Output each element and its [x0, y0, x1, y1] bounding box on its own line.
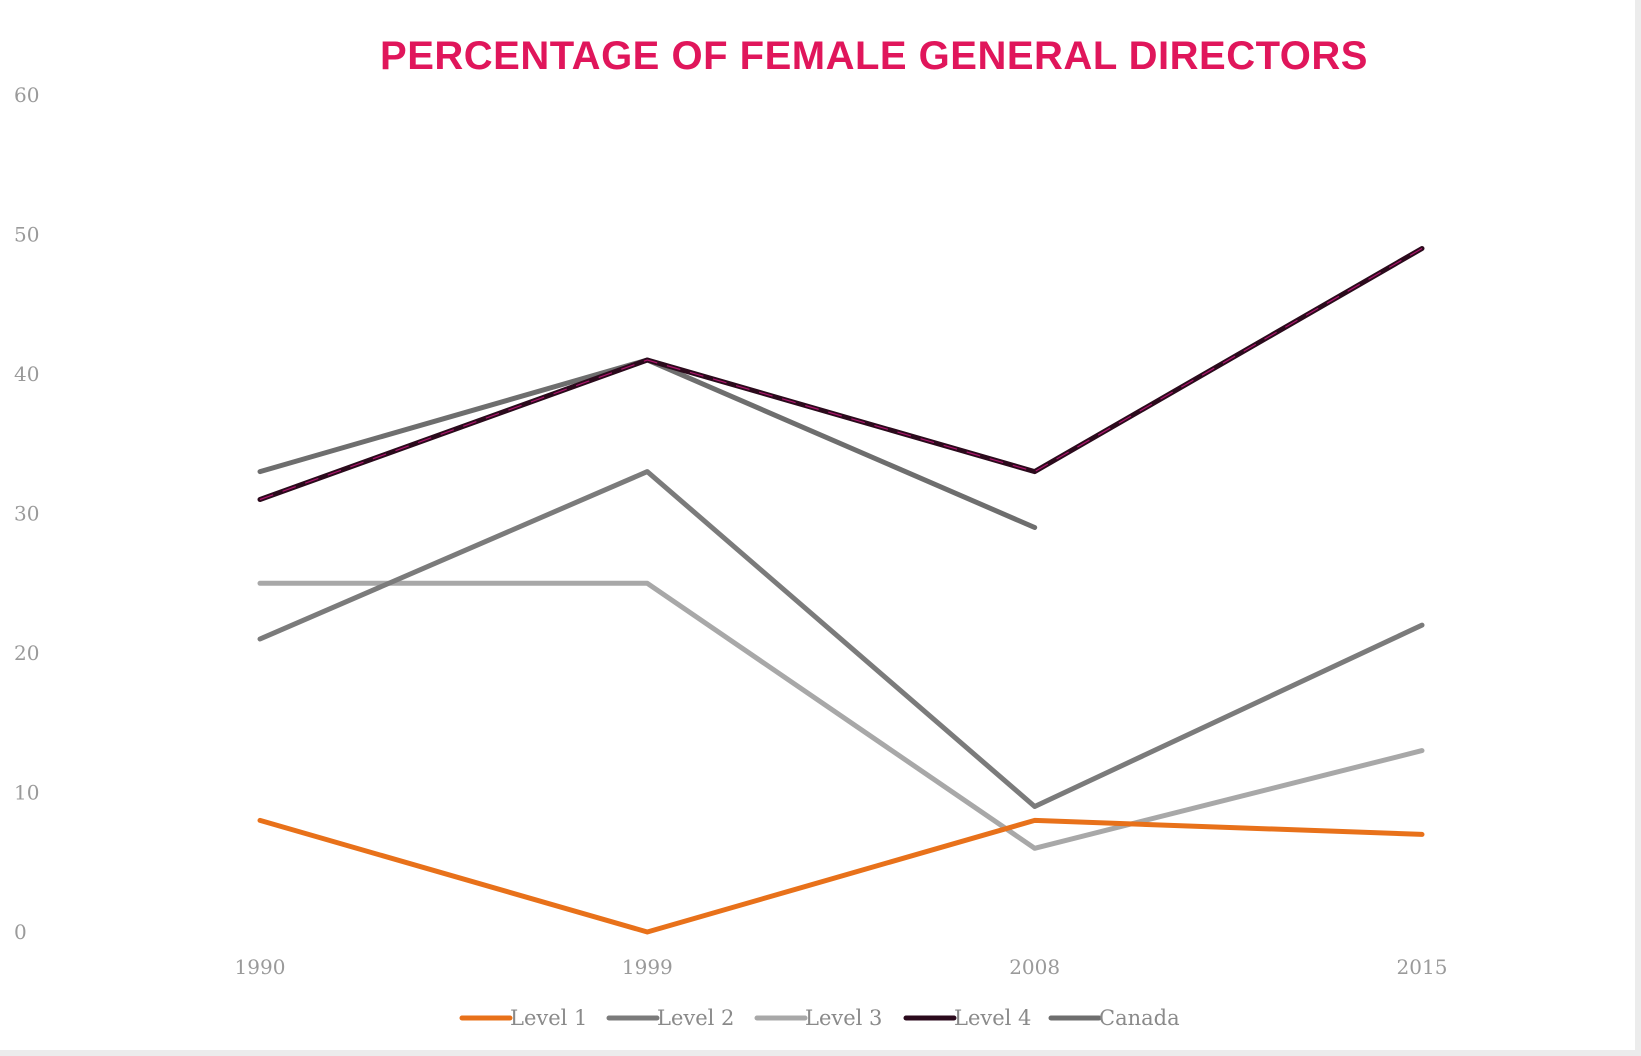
x-tick-label: 1990 — [235, 955, 286, 979]
series-line-level-3 — [257, 580, 1425, 851]
x-tick-label: 2015 — [1397, 955, 1448, 979]
y-axis-ticks: 0 10 20 30 40 50 60 — [14, 83, 39, 944]
y-tick-label: 50 — [14, 223, 39, 247]
legend-label-level-2: Level 2 — [657, 1006, 734, 1030]
legend-item-level-3: Level 3 — [754, 1006, 882, 1030]
legend-label-canada: Canada — [1099, 1006, 1180, 1030]
series-line-level-2 — [257, 469, 1425, 809]
chart-title: PERCENTAGE OF FEMALE GENERAL DIRECTORS — [380, 34, 1368, 78]
legend-label-level-1: Level 1 — [510, 1006, 587, 1030]
legend-label-level-4: Level 4 — [954, 1006, 1031, 1030]
y-tick-label: 0 — [14, 920, 27, 944]
frame-bottom-edge — [0, 1050, 1641, 1056]
y-tick-label: 40 — [14, 362, 39, 386]
series-line-level-1 — [257, 817, 1425, 935]
legend-label-level-3: Level 3 — [805, 1006, 882, 1030]
x-tick-label: 1999 — [622, 955, 673, 979]
y-tick-label: 30 — [14, 502, 39, 526]
y-tick-label: 10 — [14, 781, 39, 805]
legend-item-canada: Canada — [1048, 1006, 1180, 1030]
y-tick-label: 20 — [14, 641, 39, 665]
legend: Level 1 Level 2 Level 3 Level 4 Canada — [459, 1006, 1180, 1030]
legend-item-level-1: Level 1 — [459, 1006, 587, 1030]
legend-item-level-4: Level 4 — [903, 1006, 1031, 1030]
series-lines — [257, 246, 1425, 935]
series-line-level-4 — [257, 246, 1425, 502]
y-tick-label: 60 — [14, 83, 39, 107]
legend-item-level-2: Level 2 — [606, 1006, 734, 1030]
series-line-level-4-accent — [259, 247, 1423, 501]
series-line-canada — [257, 357, 1038, 530]
x-tick-label: 2008 — [1009, 955, 1060, 979]
frame-right-edge — [1635, 0, 1641, 1056]
x-axis-ticks: 1990 1999 2008 2015 — [235, 955, 1448, 979]
